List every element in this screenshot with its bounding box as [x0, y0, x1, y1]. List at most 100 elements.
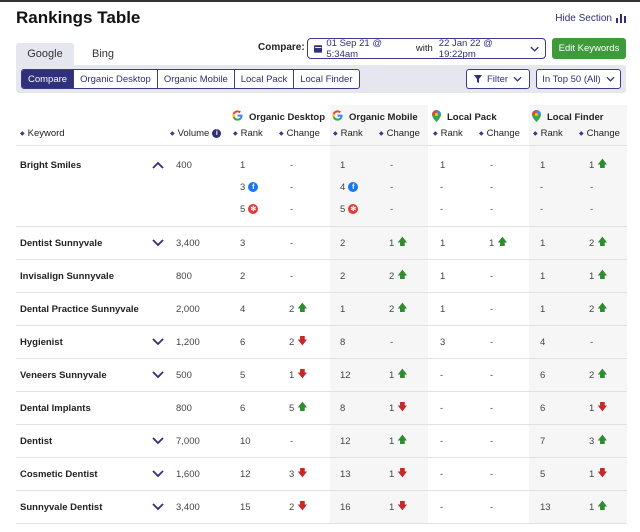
rank-number: 5	[240, 203, 246, 215]
change-number: -	[490, 468, 494, 480]
rank-number: 6	[240, 336, 246, 348]
rank-number: 6	[540, 402, 546, 414]
info-icon[interactable]: i	[212, 129, 222, 138]
keyword-name[interactable]: Veneers Sunnyvale	[20, 369, 107, 381]
sort-keyword-header[interactable]: ◆ Keyword	[20, 128, 65, 139]
sort-rank-header[interactable]: ◆ Rank	[233, 128, 263, 139]
chevron-down-icon[interactable]	[151, 434, 165, 448]
rank-number: 2	[340, 237, 346, 249]
chevron-down-icon[interactable]	[151, 335, 165, 349]
keyword-name[interactable]: Dental Practice Sunnyvale	[20, 303, 139, 315]
view-tab-organic-desktop[interactable]: Organic Desktop	[74, 70, 158, 88]
compare-from-date: 01 Sep 21 @ 5:34am	[326, 37, 382, 60]
view-tab-local-finder[interactable]: Local Finder	[300, 73, 353, 85]
view-toolbar: Compare Organic Desktop Organic Mobile L…	[16, 65, 626, 93]
rank-value: 6	[240, 335, 245, 349]
arrow-up-icon: 🡅	[597, 236, 608, 248]
filter-dropdown[interactable]: Filter	[466, 69, 530, 89]
volume-value: 1,600	[176, 468, 200, 480]
rank-number: -	[440, 501, 444, 513]
sort-change-header[interactable]: ◆ Change	[479, 128, 520, 139]
chevron-down-icon[interactable]	[151, 467, 165, 481]
header-label: Change	[286, 128, 320, 139]
chevron-down-icon[interactable]	[151, 368, 165, 382]
edit-keywords-button[interactable]: Edit Keywords	[552, 38, 626, 59]
hide-section-button[interactable]: Hide Section	[555, 13, 626, 24]
sort-rank-header[interactable]: ◆ Rank	[333, 128, 363, 139]
rank-value: 5	[240, 368, 245, 382]
change-value: -	[390, 158, 393, 172]
change-value: -	[290, 269, 293, 283]
rank-number: 6	[240, 402, 246, 414]
sort-icon: ◆	[233, 131, 238, 137]
keyword-name[interactable]: Cosmetic Dentist	[20, 468, 98, 480]
change-value: 3 🡇	[289, 467, 308, 481]
rank-number: -	[440, 468, 444, 480]
view-tab-organic-mobile[interactable]: Organic Mobile	[158, 70, 235, 88]
sort-volume-header[interactable]: ◆ Volume i	[170, 128, 222, 139]
change-value: 1 🡅	[589, 269, 608, 283]
chevron-down-icon[interactable]	[151, 500, 165, 514]
tab-google[interactable]: Google	[16, 43, 74, 65]
rank-value: 1	[540, 236, 545, 250]
change-number: -	[490, 203, 494, 215]
rank-value: 3	[440, 335, 445, 349]
keyword-name[interactable]: Dentist	[20, 435, 53, 447]
top-rank-label: In Top 50 (All)	[542, 73, 601, 85]
tab-bing[interactable]: Bing	[91, 48, 115, 60]
change-number: -	[490, 181, 494, 193]
rank-number: 1	[340, 159, 346, 171]
filter-icon	[473, 75, 482, 83]
rank-value: 1	[540, 269, 545, 283]
keyword-name[interactable]: Dentist Sunnyvale	[20, 237, 103, 249]
arrow-up-icon: 🡅	[597, 302, 608, 314]
rank-number: 2	[240, 270, 246, 282]
sort-rank-header[interactable]: ◆ Rank	[433, 128, 463, 139]
chevron-down-icon[interactable]	[151, 236, 165, 250]
change-value: -	[590, 180, 593, 194]
change-value: 2 🡇	[289, 335, 308, 349]
volume-value: 3,400	[176, 501, 200, 513]
rank-value: 12	[240, 467, 251, 481]
keyword-name[interactable]: Dental Implants	[20, 402, 91, 414]
rank-number: 1	[440, 270, 446, 282]
sort-change-header[interactable]: ◆ Change	[279, 128, 320, 139]
keyword-name[interactable]: Sunnyvale Dentist	[20, 501, 103, 513]
window-top-border	[0, 0, 640, 2]
sort-icon: ◆	[379, 131, 384, 137]
change-value: -	[590, 335, 593, 349]
header-label: Rank	[240, 128, 263, 139]
rank-value: 13	[340, 467, 351, 481]
change-value: 1 🡅	[389, 368, 408, 382]
change-value: -	[390, 202, 393, 216]
sort-change-header[interactable]: ◆ Change	[579, 128, 620, 139]
change-number: -	[390, 181, 394, 193]
sort-change-header[interactable]: ◆ Change	[379, 128, 420, 139]
keyword-name[interactable]: Hygienist	[20, 336, 63, 348]
top-rank-dropdown[interactable]: In Top 50 (All)	[536, 69, 621, 89]
header-divider	[16, 145, 627, 146]
sort-rank-header[interactable]: ◆ Rank	[533, 128, 563, 139]
rank-number: 3	[240, 181, 246, 193]
compare-to-date: 22 Jan 22 @ 19:22pm	[438, 37, 493, 60]
rank-value: 16	[340, 500, 351, 514]
chevron-up-icon[interactable]	[151, 158, 165, 172]
change-value: -	[290, 158, 293, 172]
compare-date-select[interactable]: 01 Sep 21 @ 5:34am with 22 Jan 22 @ 19:2…	[307, 37, 546, 60]
header-label: Rank	[440, 128, 463, 139]
sort-icon: ◆	[579, 131, 584, 137]
view-tab-local-pack[interactable]: Local Pack	[235, 70, 295, 88]
row-divider	[16, 292, 627, 293]
view-tab-compare[interactable]: Compare	[22, 70, 75, 88]
arrow-down-icon: 🡇	[597, 467, 608, 479]
google-icon	[332, 110, 343, 124]
change-value: 1 🡇	[289, 368, 308, 382]
arrow-up-icon: 🡅	[497, 236, 508, 248]
keyword-name[interactable]: Invisalign Sunnyvale	[20, 270, 114, 282]
keyword-name[interactable]: Bright Smiles	[20, 159, 82, 171]
rank-value: -	[440, 500, 443, 514]
change-value: -	[490, 180, 493, 194]
rank-value: 1	[540, 302, 545, 316]
